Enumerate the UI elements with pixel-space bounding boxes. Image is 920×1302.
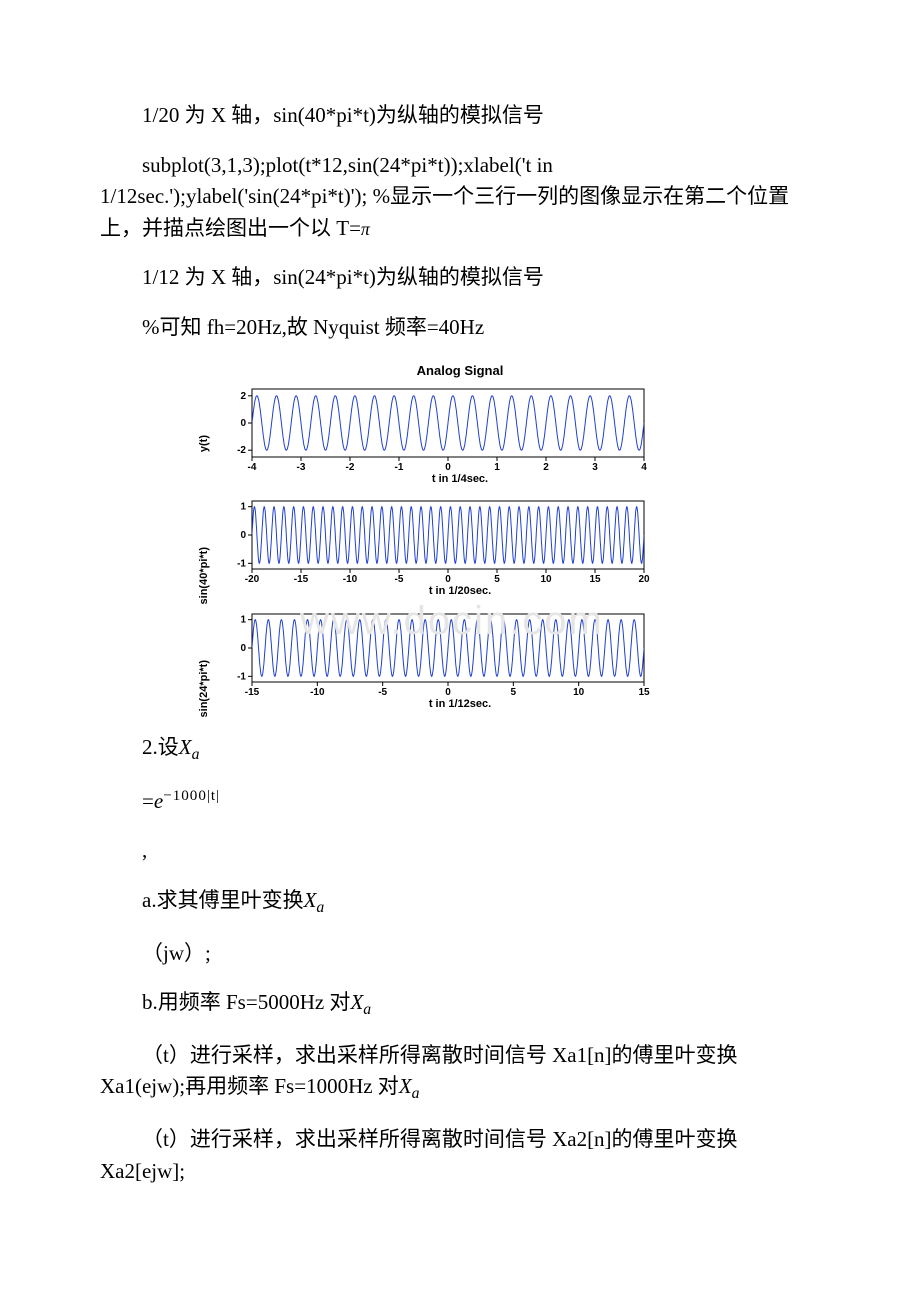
chart-subplots: y(t)-4-3-2-101234-202t in 1/4sec.sin(40*…	[210, 383, 710, 713]
e-exp: −1000|t|	[163, 788, 220, 804]
question-2a: a.求其傅里叶变换Xa	[100, 885, 820, 920]
var-X: X	[304, 888, 317, 912]
chart-x-label: t in 1/12sec.	[210, 696, 710, 713]
svg-text:0: 0	[240, 418, 246, 429]
paragraph-3: 1/12 为 X 轴，sin(24*pi*t)为纵轴的模拟信号	[100, 262, 820, 294]
svg-text:-5: -5	[395, 574, 404, 585]
var-X: X	[350, 990, 363, 1014]
chart-y-label: sin(24*pi*t)	[196, 660, 213, 717]
chart-subplot: y(t)-4-3-2-101234-202t in 1/4sec.	[210, 383, 710, 488]
question-2a-jw: （jw）;	[100, 938, 820, 970]
svg-text:-1: -1	[395, 462, 404, 473]
document-page: 1/20 为 X 轴，sin(40*pi*t)为纵轴的模拟信号 subplot(…	[0, 0, 920, 1285]
svg-text:-2: -2	[237, 445, 246, 456]
chart-y-label: y(t)	[196, 435, 213, 452]
svg-text:-2: -2	[346, 462, 355, 473]
question-2c-body: （t）进行采样，求出采样所得离散时间信号 Xa2[n]的傅里叶变换 Xa2[ej…	[100, 1124, 820, 1187]
text: b.用频率 Fs=5000Hz 对	[142, 990, 350, 1014]
question-2b: b.用频率 Fs=5000Hz 对Xa	[100, 987, 820, 1022]
var-X-sub: a	[316, 899, 324, 916]
text: 2.设	[142, 735, 179, 759]
svg-text:-1: -1	[237, 558, 246, 569]
svg-text:5: 5	[494, 574, 500, 585]
chart-svg: -4-3-2-101234-202	[210, 383, 650, 473]
chart-subplot: sin(24*pi*t)-15-10-5051015-101t in 1/12s…	[210, 608, 710, 713]
paragraph-2: subplot(3,1,3);plot(t*12,sin(24*pi*t));x…	[100, 150, 820, 245]
svg-text:-15: -15	[294, 574, 309, 585]
code-text: subplot(3,1,3);plot(t*12,sin(24*pi*t));x…	[100, 153, 789, 240]
svg-text:5: 5	[511, 687, 517, 698]
text: sin(24*pi*t)为纵轴的模拟信号	[273, 265, 544, 289]
chart-svg: -15-10-5051015-101	[210, 608, 650, 698]
svg-text:-15: -15	[245, 687, 260, 698]
svg-text:3: 3	[592, 462, 598, 473]
svg-text:2: 2	[543, 462, 549, 473]
code-body: subplot(3,1,3);plot(t*12,sin(24*pi*t));x…	[100, 153, 789, 240]
eq-prefix: =	[142, 789, 154, 813]
svg-text:1: 1	[240, 502, 246, 513]
question-2-set: 2.设Xa	[100, 732, 820, 767]
text: 1/12 为 X 轴，	[142, 265, 273, 289]
chart-title: Analog Signal	[210, 361, 710, 381]
chart-svg: -20-15-10-505101520-101	[210, 495, 650, 585]
svg-text:15: 15	[638, 687, 650, 698]
chart-y-label: sin(40*pi*t)	[196, 547, 213, 604]
text: 1/20 为 X 轴，	[142, 103, 273, 127]
svg-text:15: 15	[589, 574, 601, 585]
svg-text:4: 4	[641, 462, 647, 473]
paragraph-4: %可知 fh=20Hz,故 Nyquist 频率=40Hz	[100, 312, 820, 344]
paragraph-1: 1/20 为 X 轴，sin(40*pi*t)为纵轴的模拟信号	[100, 100, 820, 132]
svg-text:2: 2	[240, 390, 246, 401]
pi-symbol: π	[361, 219, 370, 239]
question-2-comma: ,	[100, 835, 820, 867]
text: （jw）;	[142, 941, 211, 965]
chart-x-label: t in 1/4sec.	[210, 471, 710, 488]
comma: ,	[142, 838, 147, 862]
var-X-sub: a	[363, 1001, 371, 1018]
text: %可知 fh=20Hz,故 Nyquist 频率=40Hz	[142, 315, 484, 339]
text: a.求其傅里叶变换	[142, 888, 304, 912]
svg-text:-20: -20	[245, 574, 260, 585]
var-X-sub: a	[412, 1086, 420, 1103]
var-X: X	[179, 735, 192, 759]
svg-text:-5: -5	[378, 687, 387, 698]
question-2-eq: =e−1000|t|	[100, 785, 820, 818]
svg-text:1: 1	[494, 462, 500, 473]
svg-text:10: 10	[573, 687, 585, 698]
question-2b-body: （t）进行采样，求出采样所得离散时间信号 Xa1[n]的傅里叶变换 Xa1(ej…	[100, 1040, 820, 1106]
svg-text:-1: -1	[237, 671, 246, 682]
text: （t）进行采样，求出采样所得离散时间信号 Xa2[n]的傅里叶变换 Xa2[ej…	[100, 1127, 738, 1183]
svg-text:-4: -4	[248, 462, 257, 473]
chart-x-label: t in 1/20sec.	[210, 583, 710, 600]
svg-text:-10: -10	[310, 687, 325, 698]
text: sin(40*pi*t)为纵轴的模拟信号	[273, 103, 544, 127]
svg-text:20: 20	[638, 574, 650, 585]
var-X: X	[399, 1074, 412, 1098]
svg-text:0: 0	[240, 643, 246, 654]
e-base: e	[154, 789, 163, 813]
analog-signal-chart: Analog Signal y(t)-4-3-2-101234-202t in …	[210, 361, 710, 712]
var-X-sub: a	[192, 746, 200, 763]
svg-text:-3: -3	[297, 462, 306, 473]
svg-text:10: 10	[540, 574, 552, 585]
svg-text:0: 0	[240, 530, 246, 541]
chart-subplot: sin(40*pi*t)-20-15-10-505101520-101t in …	[210, 495, 710, 600]
svg-text:-10: -10	[343, 574, 358, 585]
svg-text:1: 1	[240, 614, 246, 625]
